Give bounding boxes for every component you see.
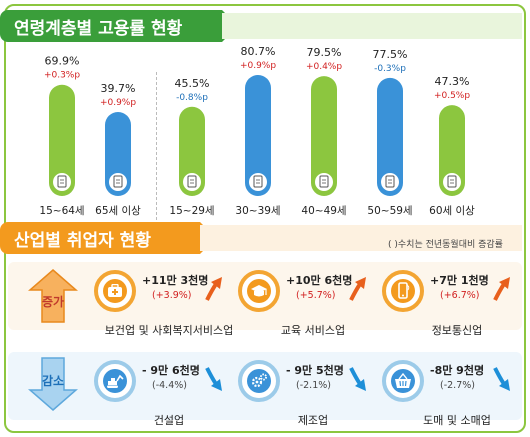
industry-rate: (-2.1%) [296, 380, 331, 391]
trend-up-icon [349, 277, 366, 301]
industry-value: +10만 6천명 [286, 274, 353, 287]
industry-ict: +7만 1천명 (+6.7%) 정보통신업 [382, 264, 530, 344]
industry-wholesale-retail: -8만 9천명 (-2.7%) 도매 및 소매업 [382, 354, 530, 434]
value-label-0: 69.9% [45, 55, 80, 68]
trend-up-icon [493, 277, 510, 301]
industry-rate: (-4.4%) [152, 380, 187, 391]
change-label-0: +0.3%p [44, 71, 80, 81]
shopping-basket-icon [391, 369, 415, 393]
bar-person-icon [181, 171, 203, 193]
industry-section-banner: 산업별 취업자 현황 [0, 222, 522, 254]
bar-document-icon [253, 175, 263, 188]
gears-icon [247, 369, 271, 393]
change-label-6: +0.5%p [434, 91, 470, 101]
industry-health-welfare: +11만 3천명 (+3.9%) 보건업 및 사회복지서비스업 [94, 264, 249, 344]
down-arrow-icon [28, 357, 78, 411]
bar-document-icon [385, 175, 395, 188]
category-label-4: 40~49세 [301, 205, 346, 217]
trend-down-icon [493, 367, 510, 391]
category-label-3: 30~39세 [235, 205, 280, 217]
increase-label: 증가 [41, 295, 65, 309]
bar-4 [311, 76, 337, 196]
category-label-2: 15~29세 [169, 205, 214, 217]
age-section-title: 연령계층별 고용률 현황 [0, 10, 238, 42]
change-label-4: +0.4%p [306, 62, 342, 72]
industry-value: +7만 1천명 [430, 274, 489, 287]
industry-section-title: 산업별 취업자 현황 [0, 222, 216, 254]
value-label-3: 80.7% [241, 45, 276, 58]
bar-person-icon [313, 171, 335, 193]
smartphone-icon [391, 279, 415, 303]
trend-up-icon [205, 277, 222, 301]
bar-person-icon [247, 171, 269, 193]
industry-name: 정보통신업 [431, 324, 483, 337]
bar-5 [377, 77, 403, 196]
decrease-label: 감소 [41, 374, 65, 388]
bar-document-icon [57, 175, 67, 188]
industry-rate: (+3.9%) [152, 290, 192, 301]
category-label-5: 50~59세 [367, 205, 412, 217]
category-label-0: 15~64세 [39, 205, 84, 217]
industry-rate: (+5.7%) [296, 290, 336, 301]
bar-person-icon [51, 171, 73, 193]
first-aid-kit-icon [103, 279, 127, 303]
value-label-1: 39.7% [101, 82, 136, 95]
bar-person-icon [441, 171, 463, 193]
industry-name: 도매 및 소매업 [423, 414, 491, 427]
industry-value: -8만 9천명 [430, 364, 485, 377]
value-label-4: 79.5% [307, 46, 342, 59]
bar-document-icon [113, 175, 123, 188]
bar-person-icon [107, 171, 129, 193]
industry-name: 보건업 및 사회복지서비스업 [104, 324, 234, 337]
bar-person-icon [379, 171, 401, 193]
bar-3 [245, 75, 271, 196]
change-label-5: -0.3%p [374, 64, 406, 74]
industry-rate: (-2.7%) [440, 380, 475, 391]
change-label-1: +0.9%p [100, 98, 136, 108]
age-section-banner: 연령계층별 고용률 현황 [0, 10, 522, 42]
category-label-1: 65세 이상 [95, 205, 141, 217]
industry-name: 건설업 [153, 414, 185, 427]
excavator-icon [103, 369, 127, 393]
bar-document-icon [187, 175, 197, 188]
category-label-6: 60세 이상 [429, 205, 475, 217]
bar-document-icon [319, 175, 329, 188]
value-label-5: 77.5% [373, 48, 408, 61]
bar-document-icon [447, 175, 457, 188]
industry-note: ( )수치는 전년동월대비 증감률 [388, 240, 503, 250]
up-arrow-icon [28, 269, 78, 323]
industry-value: +11만 3천명 [142, 274, 209, 287]
bar-0 [49, 84, 75, 196]
graduation-cap-icon [247, 279, 271, 303]
trend-down-icon [349, 367, 366, 391]
chart-divider [156, 72, 157, 220]
industry-name: 제조업 [297, 414, 329, 427]
industry-value: - 9만 6천명 [142, 364, 200, 377]
industry-value: - 9만 5천명 [286, 364, 344, 377]
industry-education: +10만 6천명 (+5.7%) 교육 서비스업 [238, 264, 393, 344]
change-label-3: +0.9%p [240, 61, 276, 71]
value-label-2: 45.5% [175, 77, 210, 90]
trend-down-icon [205, 367, 222, 391]
change-label-2: -0.8%p [176, 93, 208, 103]
value-label-6: 47.3% [435, 75, 470, 88]
industry-name: 교육 서비스업 [280, 324, 346, 337]
industry-rate: (+6.7%) [440, 290, 480, 301]
age-employment-chart: 69.9% +0.3%p 15~64세 39.7% +0.9%p 65세 이상 45.5% -… [39, 45, 475, 217]
industry-construction: - 9만 6천명 (-4.4%) 건설업 [94, 354, 249, 434]
industry-manufacturing: - 9만 5천명 (-2.1%) 제조업 [238, 354, 393, 434]
